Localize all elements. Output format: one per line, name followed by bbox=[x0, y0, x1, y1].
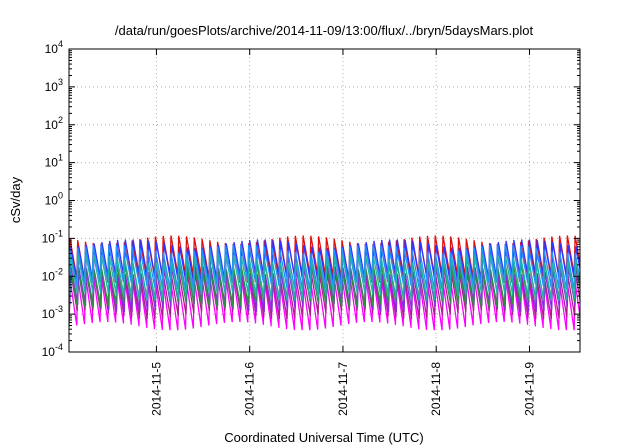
series-line bbox=[69, 254, 580, 301]
x-tick-label: 2014-11-6 bbox=[243, 362, 257, 416]
y-tick-label: 10-2 bbox=[42, 266, 63, 283]
y-tick-label: 100 bbox=[45, 191, 63, 208]
y-axis-label: cSv/day bbox=[8, 176, 23, 223]
y-tick-label: 102 bbox=[45, 115, 63, 132]
plot-area bbox=[69, 235, 580, 331]
x-axis: 2014-11-5 2014-11-6 2014-11-7 2014-11-8 2014… bbox=[149, 49, 536, 416]
y-tick-label: 104 bbox=[45, 39, 63, 56]
x-tick-label: 2014-11-5 bbox=[149, 362, 163, 416]
y-tick-label: 10-4 bbox=[42, 342, 63, 359]
grid bbox=[69, 49, 580, 352]
chart-title: /data/run/goesPlots/archive/2014-11-09/1… bbox=[115, 23, 534, 38]
y-tick-label: 10-3 bbox=[42, 304, 63, 321]
x-axis-label: Coordinated Universal Time (UTC) bbox=[224, 430, 423, 445]
y-tick-label: 10-1 bbox=[42, 228, 63, 245]
x-tick-label: 2014-11-7 bbox=[336, 362, 350, 416]
x-tick-label: 2014-11-9 bbox=[522, 362, 536, 416]
y-tick-label: 101 bbox=[45, 153, 63, 170]
x-tick-label: 2014-11-8 bbox=[429, 362, 443, 416]
y-tick-label: 103 bbox=[45, 77, 63, 94]
